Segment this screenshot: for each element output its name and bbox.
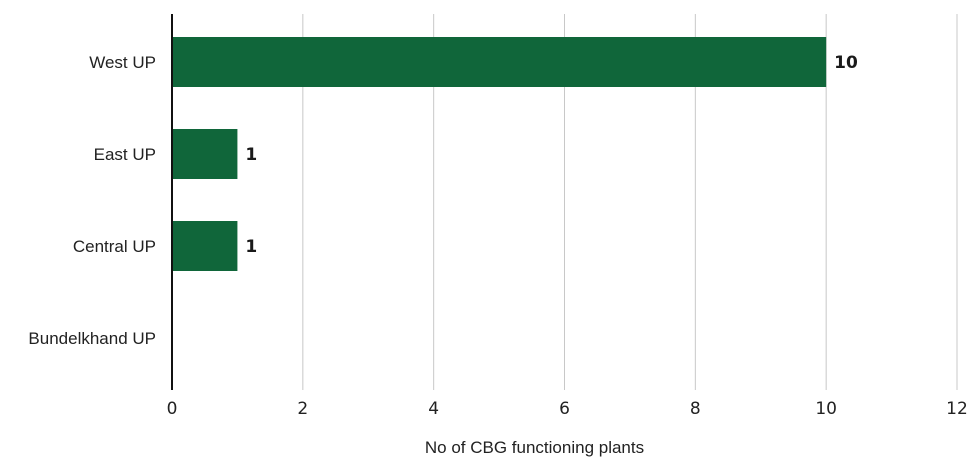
category-label: Central UP bbox=[73, 237, 156, 256]
category-label: Bundelkhand UP bbox=[28, 329, 156, 348]
x-axis-title: No of CBG functioning plants bbox=[425, 438, 644, 457]
category-label: West UP bbox=[89, 53, 156, 72]
category-label: East UP bbox=[94, 145, 156, 164]
x-tick-label: 0 bbox=[167, 399, 178, 419]
value-labels: 10 1 1 bbox=[245, 53, 858, 257]
bar bbox=[172, 37, 827, 87]
x-tick-label: 4 bbox=[428, 399, 439, 419]
value-label: 1 bbox=[245, 237, 257, 257]
bar bbox=[172, 221, 238, 271]
value-label: 1 bbox=[245, 145, 257, 165]
bars bbox=[172, 37, 827, 271]
x-tick-label: 10 bbox=[815, 399, 837, 419]
x-tick-label: 6 bbox=[559, 399, 570, 419]
bar bbox=[172, 129, 238, 179]
value-label: 10 bbox=[834, 53, 858, 73]
x-tick-label: 12 bbox=[946, 399, 968, 419]
x-tick-label: 2 bbox=[297, 399, 308, 419]
category-labels: West UP East UP Central UP Bundelkhand UP bbox=[28, 53, 156, 348]
x-tick-label: 8 bbox=[690, 399, 701, 419]
x-tick-labels: 0 2 4 6 8 10 12 bbox=[167, 399, 968, 419]
